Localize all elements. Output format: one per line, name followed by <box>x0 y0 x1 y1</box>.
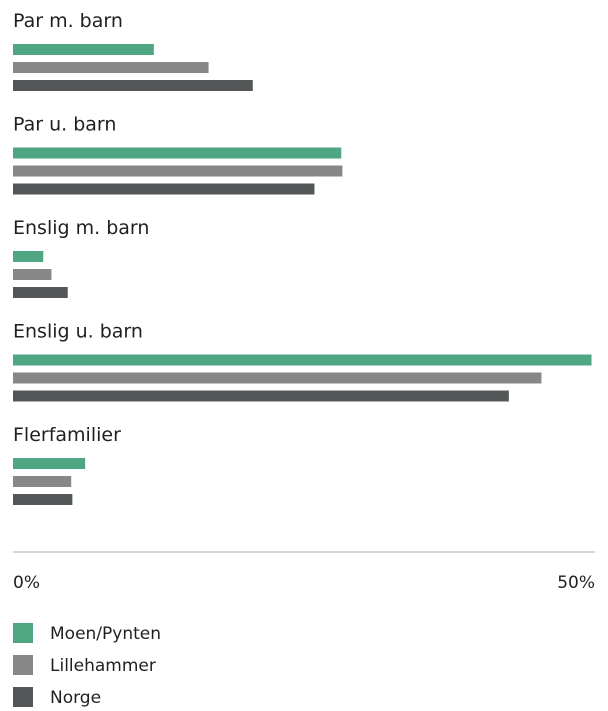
bar-par-u-barn-norge <box>13 183 315 195</box>
x-tick-label-max: 50% <box>557 573 595 593</box>
category-label-par-u-barn: Par u. barn <box>13 114 116 136</box>
legend-swatch-lillehammer <box>13 655 33 675</box>
bars-layer: Par m. barn Par u. barn Enslig m. barn Ensl… <box>13 10 592 505</box>
bar-par-u-barn-lillehammer <box>13 165 343 177</box>
category-label-enslig-m-barn: Enslig m. barn <box>13 217 149 239</box>
legend-label-moen-pynten: Moen/Pynten <box>50 624 161 644</box>
legend-swatch-moen-pynten <box>13 623 33 643</box>
bar-enslig-m-barn-norge <box>13 287 68 298</box>
bar-enslig-m-barn-lillehammer <box>13 269 52 280</box>
category-label-par-m-barn: Par m. barn <box>13 10 123 32</box>
legend: Moen/Pynten Lillehammer Norge <box>13 623 161 708</box>
category-label-enslig-u-barn: Enslig u. barn <box>13 321 143 343</box>
bar-flerfamilier-moen-pynten <box>13 458 86 469</box>
bar-flerfamilier-norge <box>13 494 73 505</box>
bar-par-m-barn-lillehammer <box>13 62 209 73</box>
legend-swatch-norge <box>13 687 33 707</box>
category-label-flerfamilier: Flerfamilier <box>13 424 121 446</box>
legend-label-norge: Norge <box>50 688 101 708</box>
bar-enslig-u-barn-norge <box>13 390 509 402</box>
bar-enslig-u-barn-moen-pynten <box>13 354 592 366</box>
bar-par-m-barn-norge <box>13 80 253 91</box>
bar-par-u-barn-moen-pynten <box>13 147 342 159</box>
bar-flerfamilier-lillehammer <box>13 476 72 487</box>
x-tick-label-min: 0% <box>13 573 40 593</box>
bar-enslig-m-barn-moen-pynten <box>13 251 44 262</box>
bar-par-m-barn-moen-pynten <box>13 44 154 55</box>
bar-enslig-u-barn-lillehammer <box>13 372 542 384</box>
legend-label-lillehammer: Lillehammer <box>50 656 156 676</box>
